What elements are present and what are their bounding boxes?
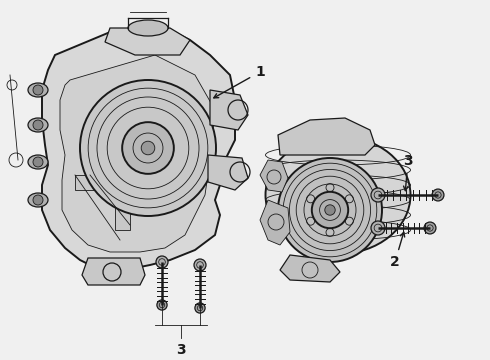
Circle shape bbox=[371, 188, 385, 202]
Ellipse shape bbox=[28, 83, 48, 97]
Text: 3: 3 bbox=[403, 154, 413, 191]
Polygon shape bbox=[280, 255, 340, 282]
Circle shape bbox=[157, 300, 167, 310]
Polygon shape bbox=[42, 30, 235, 270]
Circle shape bbox=[312, 192, 348, 228]
Circle shape bbox=[33, 157, 43, 167]
Polygon shape bbox=[82, 258, 145, 285]
Ellipse shape bbox=[266, 136, 411, 254]
Ellipse shape bbox=[28, 118, 48, 132]
Polygon shape bbox=[210, 90, 248, 130]
Polygon shape bbox=[75, 175, 130, 230]
Circle shape bbox=[424, 222, 436, 234]
Circle shape bbox=[141, 141, 155, 155]
Text: 1: 1 bbox=[214, 65, 265, 98]
Polygon shape bbox=[260, 160, 288, 192]
Circle shape bbox=[371, 221, 385, 235]
Ellipse shape bbox=[28, 193, 48, 207]
Text: 3: 3 bbox=[176, 343, 186, 357]
Polygon shape bbox=[208, 155, 248, 190]
Circle shape bbox=[80, 80, 216, 216]
Text: 2: 2 bbox=[390, 232, 405, 269]
Polygon shape bbox=[105, 28, 190, 55]
Circle shape bbox=[325, 205, 335, 215]
Circle shape bbox=[432, 189, 444, 201]
Polygon shape bbox=[60, 55, 215, 252]
Circle shape bbox=[194, 259, 206, 271]
Polygon shape bbox=[278, 118, 375, 155]
Circle shape bbox=[33, 85, 43, 95]
Ellipse shape bbox=[28, 155, 48, 169]
Circle shape bbox=[33, 195, 43, 205]
Circle shape bbox=[156, 256, 168, 268]
Circle shape bbox=[33, 120, 43, 130]
Polygon shape bbox=[260, 200, 290, 245]
Ellipse shape bbox=[128, 20, 168, 36]
Circle shape bbox=[278, 158, 382, 262]
Circle shape bbox=[122, 122, 174, 174]
Circle shape bbox=[195, 303, 205, 313]
